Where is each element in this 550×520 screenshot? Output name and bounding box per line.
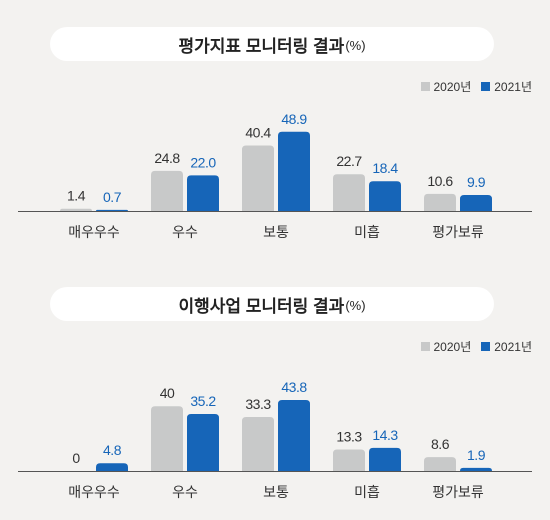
value-label-2021-4: 9.9 [467, 174, 486, 190]
legend-item-2021: 2021년 [481, 78, 532, 95]
value-label-2021-2: 43.8 [281, 379, 307, 395]
legend-swatch-2020 [420, 342, 430, 351]
category-label: 우수 [172, 485, 198, 501]
category-label: 우수 [172, 225, 198, 241]
category-label: 평가보류 [432, 485, 484, 501]
bar-2020-1 [151, 406, 183, 471]
bar-2021-1 [187, 413, 219, 471]
category-label: 평가보류 [432, 225, 484, 241]
bar-2020-2 [242, 145, 274, 211]
value-label-2021-3: 18.4 [372, 160, 398, 176]
bar-2021-2 [278, 131, 310, 211]
value-label-2020-2: 33.3 [245, 396, 271, 412]
bar-chart-plot: 1.4 0.7 매우우수 24.8 22.0 우수 40.4 48.9 보통 22.7 18.4 미흡… [18, 111, 532, 241]
value-label-2021-0: 4.8 [103, 442, 122, 458]
value-label-2021-1: 35.2 [190, 393, 216, 409]
value-label-2020-0: 1.4 [67, 188, 86, 204]
legend-swatch-2020 [420, 82, 430, 91]
value-label-2020-3: 13.3 [336, 428, 362, 444]
bar-2021-3 [369, 447, 401, 471]
legend-label-2021: 2021년 [494, 340, 532, 354]
value-label-2020-4: 8.6 [431, 436, 450, 452]
category-label: 미흡 [354, 485, 380, 501]
legend-label-2020: 2020년 [433, 80, 472, 94]
legend-swatch-2021 [481, 82, 491, 91]
bar-2021-4 [460, 194, 492, 211]
evaluation-indicator-chart: 평가지표 모니터링 결과 (%) 2020년 2021년 1.4 0.7 매우우수 2… [18, 27, 532, 241]
value-label-2021-3: 14.3 [372, 427, 398, 443]
chart-title: 평가지표 모니터링 결과 [178, 36, 345, 56]
category-label: 미흡 [354, 225, 380, 241]
value-label-2021-2: 48.9 [281, 111, 307, 127]
value-label-2020-3: 22.7 [336, 153, 362, 169]
chart-title-unit: (%) [345, 37, 366, 53]
chart-legend: 2020년 2021년 [411, 338, 532, 355]
value-label-2020-1: 24.8 [154, 150, 180, 166]
value-label-2020-0: 0 [72, 450, 80, 466]
bar-2021-4 [460, 467, 492, 471]
bar-2020-4 [424, 457, 456, 471]
bar-2021-1 [187, 175, 219, 211]
chart-legend: 2020년 2021년 [411, 78, 532, 95]
category-label: 보통 [263, 485, 289, 501]
value-label-2020-4: 10.6 [427, 173, 453, 189]
bar-2021-0 [96, 209, 128, 211]
bar-2020-0 [60, 208, 92, 211]
category-label: 매우우수 [68, 225, 120, 241]
chart-title: 이행사업 모니터링 결과 [178, 296, 345, 316]
value-label-2021-1: 22.0 [190, 154, 216, 170]
bar-2020-3 [333, 449, 365, 471]
category-label: 매우우수 [68, 485, 120, 501]
bar-2020-1 [151, 170, 183, 211]
chart-title-box: 이행사업 모니터링 결과 (%) [50, 287, 494, 321]
chart-title-unit: (%) [345, 297, 366, 313]
legend-label-2020: 2020년 [433, 340, 472, 354]
implementation-project-chart: 이행사업 모니터링 결과 (%) 2020년 2021년 0 4.8 매우우수 40 3… [0, 260, 550, 520]
bar-2021-3 [369, 181, 401, 211]
value-label-2021-0: 0.7 [103, 189, 122, 205]
bar-2021-0 [96, 463, 128, 471]
bar-chart-plot: 0 4.8 매우우수 40 35.2 우수 33.3 43.8 보통 13.3 14.3 미흡 8.6 1… [18, 379, 532, 501]
category-label: 보통 [263, 225, 289, 241]
bar-2020-3 [333, 174, 365, 211]
chart-title-box: 평가지표 모니터링 결과 (%) [50, 27, 494, 61]
value-label-2020-2: 40.4 [245, 125, 271, 141]
bar-2020-4 [424, 193, 456, 211]
bar-2021-2 [278, 400, 310, 471]
legend-swatch-2021 [481, 342, 491, 351]
value-label-2020-1: 40 [160, 385, 175, 401]
legend-label-2021: 2021년 [494, 80, 532, 94]
legend-item-2020: 2020년 [420, 78, 472, 95]
value-label-2021-4: 1.9 [467, 447, 486, 463]
bar-2020-2 [242, 417, 274, 471]
legend-item-2020: 2020년 [420, 338, 472, 355]
legend-item-2021: 2021년 [481, 338, 532, 355]
